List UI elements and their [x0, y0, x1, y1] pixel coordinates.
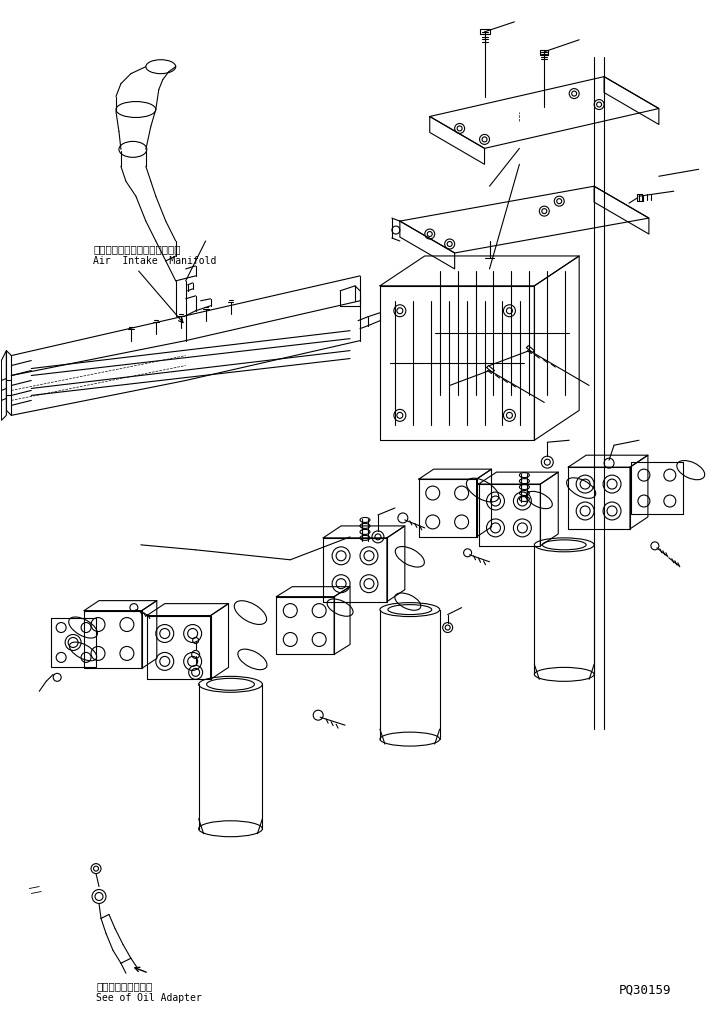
Ellipse shape — [380, 603, 440, 616]
Text: See of Oil Adapter: See of Oil Adapter — [96, 993, 202, 1003]
Text: オイルアダプタ参照: オイルアダプタ参照 — [96, 981, 152, 991]
Ellipse shape — [199, 677, 262, 692]
Text: Air  Intake  Manifold: Air Intake Manifold — [93, 256, 216, 266]
Ellipse shape — [534, 538, 594, 551]
Text: PQ30159: PQ30159 — [619, 984, 672, 997]
Text: エアーインテークマニホールド: エアーインテークマニホールド — [93, 244, 181, 254]
